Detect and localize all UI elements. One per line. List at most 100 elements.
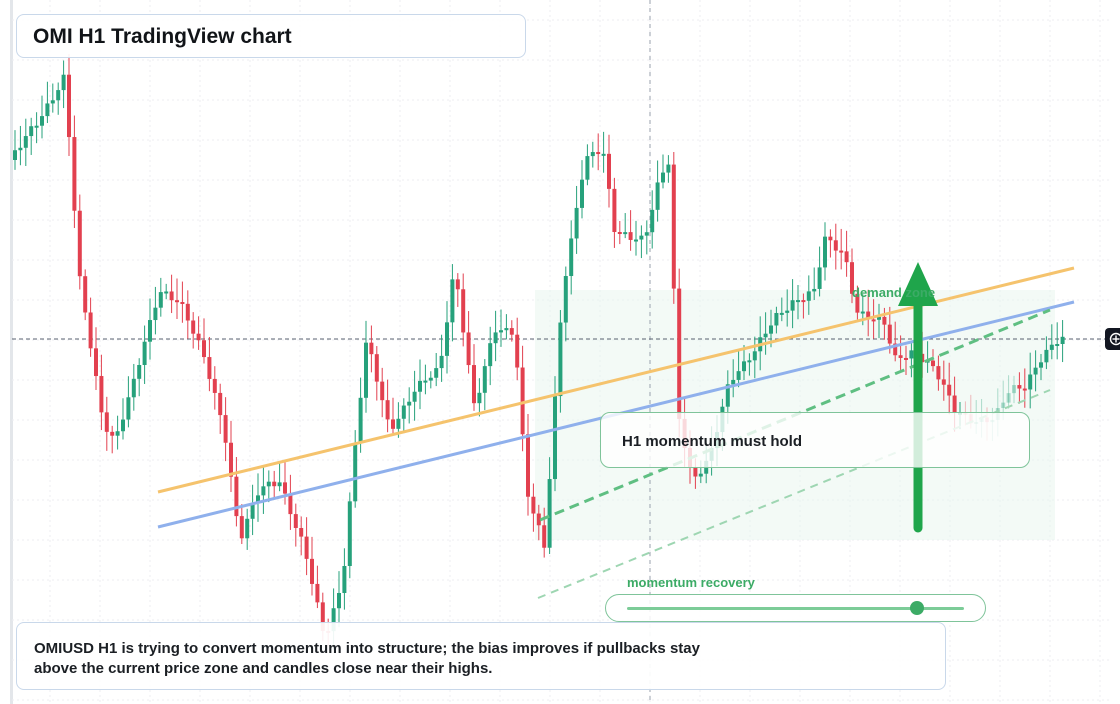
candle-body xyxy=(574,207,579,239)
candle-body xyxy=(466,332,471,366)
candle-body xyxy=(585,156,590,180)
candle-body xyxy=(596,152,601,155)
candle-body xyxy=(1060,336,1065,345)
candle-body xyxy=(607,153,611,189)
candle-body xyxy=(99,376,104,413)
candle-body xyxy=(671,164,676,289)
candle-body xyxy=(277,482,282,487)
candle-body xyxy=(391,419,395,429)
candle-body xyxy=(882,316,887,325)
candle-body xyxy=(445,322,449,356)
momentum-note: H1 momentum must hold xyxy=(622,433,803,450)
candle-body xyxy=(1055,344,1060,347)
slider-knob[interactable] xyxy=(909,601,924,615)
candle-body xyxy=(61,74,66,91)
candle-body xyxy=(650,209,655,233)
candle-body xyxy=(661,172,665,183)
candle-body xyxy=(455,279,460,290)
candle-body xyxy=(358,397,363,444)
candle-body xyxy=(250,503,255,519)
candle-body xyxy=(34,125,39,128)
candle-body xyxy=(207,357,212,379)
candle-body xyxy=(796,300,800,303)
candle-body xyxy=(617,232,622,235)
candle-body xyxy=(428,377,433,381)
candle-body xyxy=(1022,388,1027,391)
candle-body xyxy=(887,324,892,344)
candle-body xyxy=(293,514,298,528)
candle-body xyxy=(547,479,552,548)
candle-body xyxy=(806,291,811,301)
candle-body xyxy=(850,262,854,294)
crosshair-button[interactable] xyxy=(1105,328,1120,350)
momentum-recovery-slider[interactable] xyxy=(605,594,986,622)
candle-body xyxy=(164,291,169,294)
up-arrow-icon xyxy=(898,262,938,306)
candle-body xyxy=(169,291,174,301)
chart-title: OMI H1 TradingView chart xyxy=(33,25,292,48)
candle-body xyxy=(56,90,61,101)
candle-body xyxy=(1039,362,1043,368)
candle-body xyxy=(1049,344,1054,350)
candle-body xyxy=(50,100,55,104)
candle-body xyxy=(590,152,595,157)
slider-track[interactable] xyxy=(627,607,964,610)
candle-body xyxy=(580,179,584,208)
candle-body xyxy=(536,513,541,526)
candle-body xyxy=(369,342,374,355)
candle-body xyxy=(666,164,671,173)
title-panel: OMI H1 TradingView chart xyxy=(16,14,526,58)
candle-body xyxy=(126,397,131,420)
candle-body xyxy=(601,153,606,156)
candle-body xyxy=(229,442,233,477)
candle-body xyxy=(742,361,746,372)
candle-body xyxy=(504,328,509,331)
candle-body xyxy=(396,418,401,429)
candle-body xyxy=(115,431,120,436)
crosshair-icon xyxy=(1109,332,1120,346)
candle-body xyxy=(769,325,773,334)
candle-body xyxy=(374,354,379,382)
candle-body xyxy=(509,328,514,335)
candle-body xyxy=(725,384,730,407)
candle-body xyxy=(752,351,757,361)
candle-body xyxy=(866,311,871,320)
candle-body xyxy=(553,396,557,480)
candle-body xyxy=(1033,367,1038,375)
candle-body xyxy=(45,103,50,117)
candle-body xyxy=(142,341,147,365)
candle-body xyxy=(175,300,179,303)
candle-body xyxy=(1017,385,1022,389)
candle-body xyxy=(153,307,158,321)
candle-body xyxy=(380,381,385,401)
candle-body xyxy=(288,493,293,515)
candle-body xyxy=(693,466,698,477)
candle-body xyxy=(628,232,633,240)
candle-body xyxy=(747,360,752,363)
candle-body xyxy=(234,476,239,517)
candle-body xyxy=(18,147,23,151)
candle-body xyxy=(472,365,476,404)
candle-body xyxy=(833,240,838,251)
summary-panel: OMIUSD H1 is trying to convert momentum … xyxy=(16,622,946,690)
candle-body xyxy=(364,342,368,398)
summary-text: OMIUSD H1 is trying to convert momentum … xyxy=(34,640,700,677)
candle-body xyxy=(731,379,736,385)
candle-body xyxy=(520,367,525,435)
candle-body xyxy=(1044,349,1049,363)
candle-body xyxy=(634,239,638,242)
candle-body xyxy=(304,536,309,559)
candle-body xyxy=(88,312,93,349)
candle-body xyxy=(623,232,628,235)
candle-body xyxy=(812,288,817,292)
candle-body xyxy=(407,401,412,406)
candle-body xyxy=(104,412,109,432)
candle-body xyxy=(185,303,190,321)
candle-body xyxy=(67,74,71,138)
candle-body xyxy=(110,431,115,436)
candle-body xyxy=(839,250,844,253)
candle-body xyxy=(644,232,649,236)
candle-body xyxy=(941,379,946,385)
candle-body xyxy=(218,392,223,416)
candle-body xyxy=(823,236,827,268)
